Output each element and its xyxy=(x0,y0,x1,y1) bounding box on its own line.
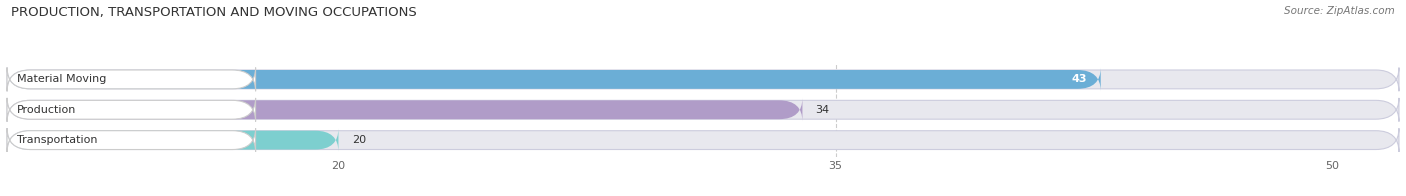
Text: Transportation: Transportation xyxy=(17,135,97,145)
Text: 43: 43 xyxy=(1071,74,1087,84)
FancyBboxPatch shape xyxy=(7,68,256,91)
FancyBboxPatch shape xyxy=(7,68,1101,91)
FancyBboxPatch shape xyxy=(7,98,256,122)
Text: Source: ZipAtlas.com: Source: ZipAtlas.com xyxy=(1284,6,1395,16)
FancyBboxPatch shape xyxy=(7,128,1399,152)
FancyBboxPatch shape xyxy=(7,128,256,152)
FancyBboxPatch shape xyxy=(7,98,1399,122)
FancyBboxPatch shape xyxy=(7,128,339,152)
Text: Material Moving: Material Moving xyxy=(17,74,107,84)
FancyBboxPatch shape xyxy=(7,98,803,122)
Text: PRODUCTION, TRANSPORTATION AND MOVING OCCUPATIONS: PRODUCTION, TRANSPORTATION AND MOVING OC… xyxy=(11,6,418,19)
Text: Production: Production xyxy=(17,105,76,115)
FancyBboxPatch shape xyxy=(7,68,1399,91)
Text: 34: 34 xyxy=(815,105,830,115)
Text: 20: 20 xyxy=(352,135,366,145)
